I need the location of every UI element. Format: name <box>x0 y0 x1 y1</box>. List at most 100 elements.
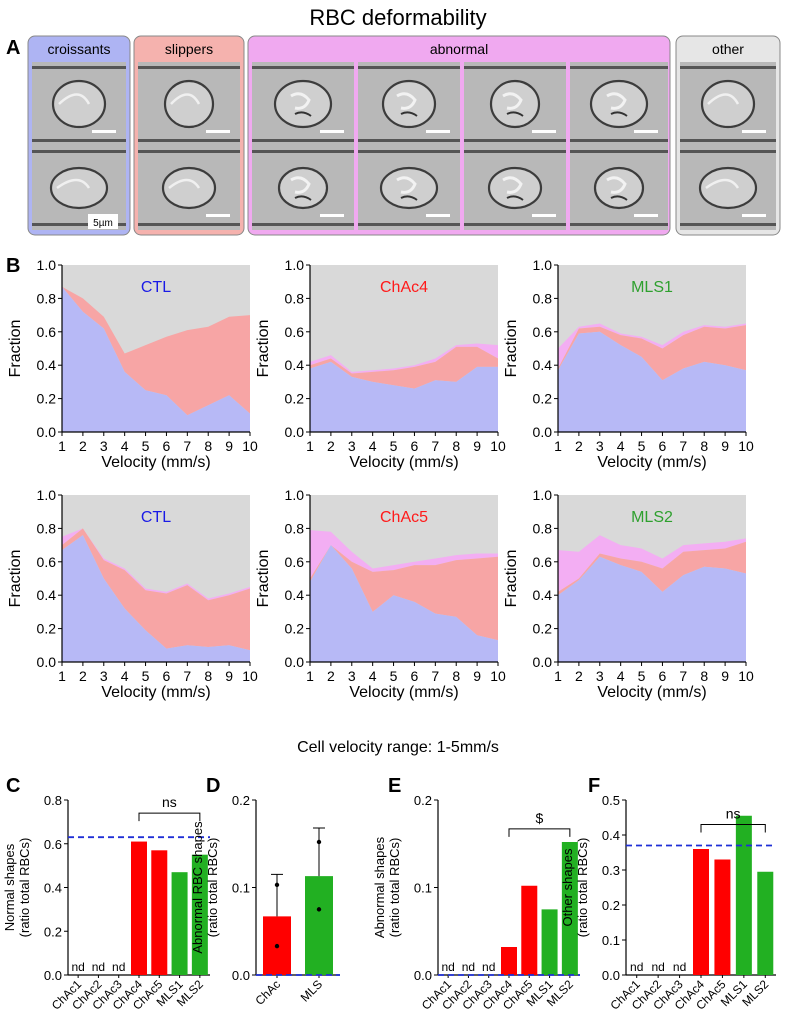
y-tick-label: 0.3 <box>602 863 620 878</box>
group-label-other: other <box>712 41 744 57</box>
panel-label-b: B <box>6 255 20 277</box>
scale-bar-label-box <box>88 214 118 229</box>
cell-highlight <box>502 92 523 110</box>
red-blood-cell <box>163 79 215 129</box>
x-tick-label: 1 <box>554 668 562 684</box>
bar-chart: 0.0 0.1 0.2 0.3 0.4 0.5 Other shapes (ratio tot… <box>560 793 776 1013</box>
cell-highlight <box>606 176 627 194</box>
area-croissants <box>62 286 250 432</box>
y-tick-label: 0.8 <box>37 290 57 306</box>
chart-title: MLS2 <box>631 509 673 526</box>
area-croissants <box>310 361 498 432</box>
x-tick-label: 5 <box>638 438 646 454</box>
panel-label-e: E <box>388 775 401 797</box>
y-tick-label: 0.4 <box>37 587 57 603</box>
cell-fold <box>506 111 524 117</box>
channel-wall-top <box>358 150 460 153</box>
red-blood-cell <box>273 79 333 129</box>
area-chart: 0.0 0.2 0.4 0.6 0.8 1.0 1 2 3 4 5 6 7 8 9 10 Velocity (m… <box>7 487 258 701</box>
x-axis-label: Velocity (mm/s) <box>101 454 210 471</box>
y-tick-label: 0.0 <box>232 968 250 983</box>
y-tick-label: 0.0 <box>533 654 553 670</box>
y-tick-label: 0.8 <box>37 520 57 536</box>
x-axis-label: Velocity (mm/s) <box>597 684 706 701</box>
x-tick-label: 8 <box>700 438 708 454</box>
channel-wall-bottom <box>570 139 668 142</box>
chart-title: CTL <box>141 509 171 526</box>
x-axis-label: Velocity (mm/s) <box>349 684 458 701</box>
chart-title: MLS1 <box>631 279 673 296</box>
x-tick-label: 2 <box>79 668 87 684</box>
y-tick-label: 0.0 <box>285 654 305 670</box>
red-blood-cell <box>698 166 758 210</box>
group-label-croissants: croissants <box>47 41 110 57</box>
y-tick-label: 0.1 <box>414 881 432 896</box>
cell-fold <box>294 111 312 117</box>
x-tick-label: 10 <box>242 668 258 684</box>
scale-bar <box>320 214 344 217</box>
data-point <box>274 882 280 888</box>
red-blood-cell <box>589 79 649 129</box>
channel-wall-bottom <box>570 223 668 226</box>
panel-label-f: F <box>588 775 600 797</box>
nd-label: nd <box>112 960 125 974</box>
cell-highlight <box>56 178 91 190</box>
cell-tile <box>570 62 668 146</box>
cell-highlight <box>290 92 311 110</box>
y-tick-label: 0.2 <box>533 391 553 407</box>
area-abnormal <box>310 530 498 579</box>
area-abnormal <box>558 535 746 592</box>
bar <box>561 842 578 975</box>
channel-wall-top <box>32 150 126 153</box>
y-tick-label: 0.1 <box>232 881 250 896</box>
x-tick-label: 9 <box>225 438 233 454</box>
x-tick-label: 8 <box>452 668 460 684</box>
cell-highlight <box>707 93 740 105</box>
bar <box>151 850 168 975</box>
y-axis-label: Abnormal RBC shapes <box>190 821 205 954</box>
bar <box>735 815 752 975</box>
significance-label: ns <box>162 794 177 810</box>
x-tick-label: 7 <box>183 438 191 454</box>
cell-fold <box>400 111 418 117</box>
significance-bracket <box>700 824 766 833</box>
channel-wall-bottom <box>32 139 126 142</box>
nd-label: nd <box>441 960 454 974</box>
scale-bar <box>634 214 658 217</box>
scale-bar <box>742 214 766 217</box>
area-croissants <box>558 331 746 432</box>
y-tick-label: 0.2 <box>44 924 62 939</box>
y-tick-label: 1.0 <box>37 257 57 273</box>
y-tick-label: 0.6 <box>285 554 305 570</box>
area-abnormal <box>310 343 498 374</box>
x-tick-label: 10 <box>242 438 258 454</box>
y-tick-label: 0.0 <box>37 654 57 670</box>
channel-wall-top <box>680 66 776 69</box>
chart-title: ChAc4 <box>380 279 428 296</box>
x-tick-label: 2 <box>327 668 335 684</box>
nd-label: nd <box>630 960 643 974</box>
red-blood-cell <box>49 166 109 210</box>
cell-tile <box>252 146 354 230</box>
x-tick-label: 10 <box>490 438 506 454</box>
cell-highlight <box>502 176 523 194</box>
channel-wall-bottom <box>138 139 240 142</box>
channel-wall-top <box>32 66 126 69</box>
chart-title: CTL <box>141 279 171 296</box>
channel-wall-bottom <box>32 223 126 226</box>
bar <box>714 859 731 975</box>
bar-chart: 0.0 0.1 0.2 Abnormal RBC shapes (ratio total… <box>190 793 340 1008</box>
bar-chart: 0.0 0.1 0.2 Abnormal shapes (ratio total RBC… <box>372 793 580 1013</box>
x-tick-label: 10 <box>738 668 754 684</box>
y-tick-label: 0.2 <box>232 793 250 808</box>
red-blood-cell <box>489 79 541 129</box>
y-axis-label: Other shapes <box>560 848 575 927</box>
cell-highlight <box>58 93 91 105</box>
cell-tile <box>464 62 566 146</box>
x-axis-label: Velocity (mm/s) <box>349 454 458 471</box>
area-abnormal <box>62 528 250 601</box>
y-tick-label: 0.4 <box>602 828 620 843</box>
channel-wall-top <box>570 66 668 69</box>
nd-label: nd <box>482 960 495 974</box>
area-croissants <box>558 556 746 662</box>
